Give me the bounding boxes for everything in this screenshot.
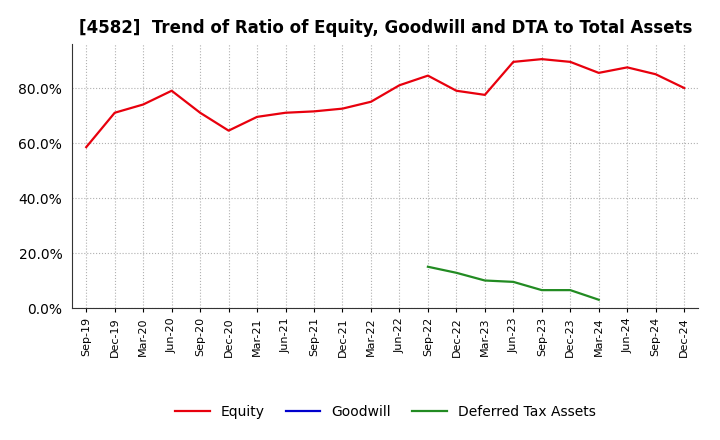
Equity — [480, 92, 489, 98]
Equity — [423, 73, 432, 78]
Equity — [395, 83, 404, 88]
Equity — [366, 99, 375, 104]
Equity — [566, 59, 575, 65]
Deferred Tax Assets — [480, 278, 489, 283]
Line: Equity: Equity — [86, 59, 684, 147]
Equity — [595, 70, 603, 76]
Equity — [282, 110, 290, 115]
Equity — [110, 110, 119, 115]
Equity — [225, 128, 233, 133]
Deferred Tax Assets — [566, 287, 575, 293]
Equity — [310, 109, 318, 114]
Equity — [509, 59, 518, 65]
Title: [4582]  Trend of Ratio of Equity, Goodwill and DTA to Total Assets: [4582] Trend of Ratio of Equity, Goodwil… — [78, 19, 692, 37]
Equity — [196, 110, 204, 115]
Deferred Tax Assets — [423, 264, 432, 269]
Equity — [452, 88, 461, 93]
Equity — [82, 144, 91, 150]
Equity — [253, 114, 261, 120]
Deferred Tax Assets — [509, 279, 518, 285]
Equity — [652, 72, 660, 77]
Deferred Tax Assets — [452, 270, 461, 275]
Deferred Tax Assets — [537, 287, 546, 293]
Equity — [338, 106, 347, 111]
Equity — [680, 85, 688, 91]
Equity — [167, 88, 176, 93]
Deferred Tax Assets — [595, 297, 603, 302]
Equity — [537, 56, 546, 62]
Line: Deferred Tax Assets: Deferred Tax Assets — [428, 267, 599, 300]
Legend: Equity, Goodwill, Deferred Tax Assets: Equity, Goodwill, Deferred Tax Assets — [169, 400, 601, 425]
Equity — [139, 102, 148, 107]
Equity — [623, 65, 631, 70]
